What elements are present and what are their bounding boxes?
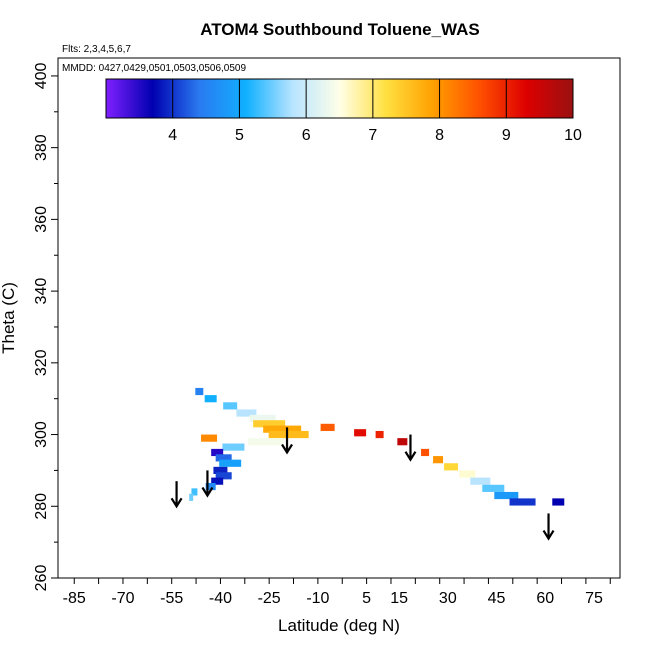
dates-note: MMDD: 0427,0429,0501,0503,0506,0509	[62, 63, 246, 74]
data-cell	[459, 470, 476, 478]
colorbar-tick-label: 8	[435, 127, 444, 144]
colorbar-tick-label: 4	[168, 127, 177, 144]
data-cell	[191, 488, 198, 496]
x-tick-label: -25	[258, 590, 281, 607]
colorbar-ticks: 4 5 6 7 8 9 10	[168, 79, 582, 144]
arrow-icon	[281, 427, 293, 455]
arrow-icon	[170, 481, 183, 509]
x-tick-label: 30	[439, 590, 457, 607]
colorbar-tick-label: 9	[502, 127, 511, 144]
x-tick-label: 75	[585, 590, 603, 607]
arrow-icon	[404, 434, 417, 462]
data-cell	[421, 448, 430, 457]
x-tick-label: -85	[63, 590, 86, 607]
y-tick-label: 300	[33, 421, 50, 448]
data-cell	[509, 498, 536, 506]
data-cell	[195, 387, 204, 396]
data-cell	[189, 493, 194, 501]
data-cell	[211, 477, 224, 485]
data-cell	[223, 402, 238, 410]
y-tick-label: 400	[33, 62, 50, 89]
data-cell	[219, 459, 242, 467]
colorbar-tick-label: 10	[564, 127, 582, 144]
x-tick-label: -55	[160, 590, 183, 607]
colorbar-tick-label: 6	[302, 127, 311, 144]
chart-title: ATOM4 Southbound Toluene_WAS	[200, 20, 480, 39]
data-cell	[253, 420, 286, 428]
data-cell	[263, 425, 302, 433]
data-cell	[397, 438, 408, 446]
arrow-icon	[201, 470, 214, 498]
data-cell	[201, 434, 218, 442]
data-cell	[211, 448, 224, 457]
x-tick-label: 5	[362, 590, 371, 607]
data-cell	[375, 430, 384, 439]
y-tick-label: 260	[33, 565, 50, 592]
data-cell	[213, 466, 228, 474]
x-axis-label: Latitude (deg N)	[278, 616, 400, 635]
x-tick-label: 60	[536, 590, 554, 607]
x-tick-label: 15	[390, 590, 408, 607]
y-axis: 260 280 300 320 340 360 380 400	[33, 62, 58, 591]
data-cell	[494, 491, 519, 500]
colorbar-tick-label: 7	[368, 127, 377, 144]
data-cell	[320, 423, 335, 431]
data-cell	[552, 498, 565, 506]
flights-note: Flts: 2,3,4,5,6,7	[62, 44, 131, 55]
y-tick-label: 360	[33, 206, 50, 233]
colorbar-tick-label: 5	[235, 127, 244, 144]
data-cell	[236, 409, 257, 417]
data-cell	[470, 477, 491, 485]
data-cell	[268, 430, 309, 439]
x-tick-label: -40	[209, 590, 232, 607]
x-tick-label: -70	[111, 590, 134, 607]
colorbar: 4 5 6 7 8 9 10	[105, 78, 582, 144]
wind-arrows	[170, 427, 555, 541]
data-cell	[205, 482, 216, 491]
data-cell	[444, 463, 459, 471]
data-cell	[204, 395, 217, 403]
arrow-icon	[542, 513, 555, 541]
x-tick-label: 45	[488, 590, 506, 607]
data-cell	[222, 443, 245, 451]
y-tick-label: 380	[33, 134, 50, 161]
data-cell	[249, 414, 276, 422]
data-cells	[189, 387, 565, 506]
x-tick-label: -10	[306, 590, 329, 607]
x-axis: -85 -70 -55 -40 -25 -10 5 15 30 45 60 75	[63, 578, 611, 607]
y-tick-label: 320	[33, 349, 50, 376]
plot-frame	[57, 57, 621, 579]
y-tick-label: 340	[33, 278, 50, 305]
y-tick-label: 280	[33, 493, 50, 520]
data-cell	[354, 429, 367, 437]
data-cell	[433, 456, 444, 464]
colorbar-gradient	[105, 78, 574, 119]
data-cell	[482, 484, 505, 492]
data-cell	[215, 472, 232, 480]
data-cell	[247, 438, 284, 446]
data-cell	[215, 454, 232, 462]
y-axis-label: Theta (C)	[0, 282, 18, 354]
